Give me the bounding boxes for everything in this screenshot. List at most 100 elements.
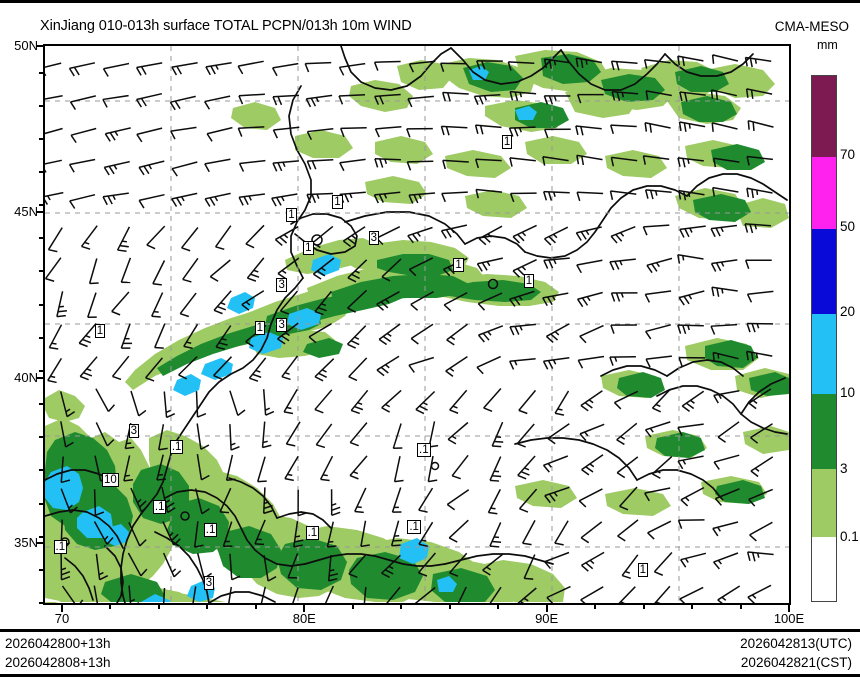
wind-barb [642,155,670,165]
wind-barb [87,292,97,319]
lon-minor-tick [60,605,63,609]
wind-barb [744,259,772,269]
wind-barb [342,226,366,248]
wind-barb [575,57,603,69]
lat-tick-3 [36,542,43,545]
wind-barb [610,124,637,134]
wind-barb [711,54,739,64]
colorbar-tick-50: 50 [840,219,856,235]
wind-barb [93,489,105,516]
wind-barb [289,587,299,603]
wind-barb [616,422,638,446]
wind-barb [60,421,74,448]
lon-minor-tick [739,605,742,609]
wind-barb [152,260,166,286]
contour-label: .1 [53,539,68,554]
wind-barb [225,454,236,481]
lat-minor-tick [39,436,43,439]
wind-barb [440,125,468,136]
wind-barb [271,193,298,207]
wind-barb [746,551,774,562]
contour-label: 10 [102,473,119,488]
wind-barb [390,520,403,547]
wind-barb [747,119,774,131]
wind-barb [508,290,535,307]
wind-barb [321,585,334,603]
wind-barb [204,95,231,110]
wind-barb [262,389,275,416]
wind-barb [448,519,469,543]
wind-barb [744,56,772,68]
wind-barb [491,421,504,448]
wind-barb [581,551,605,572]
wind-barb [407,226,433,244]
wind-barb [238,193,265,206]
wind-barb [476,60,503,70]
wind-barb [241,290,265,311]
wind-barb [554,390,570,416]
wind-barb [509,323,536,336]
wind-barb [319,455,334,482]
footer-valid-utc: 2026042813(UTC) [740,636,852,651]
wind-barb [619,486,638,511]
wind-barb [677,455,704,470]
wind-barb [512,259,537,278]
wind-barb [138,160,165,176]
wind-barb [509,90,537,101]
wind-barb [392,423,403,450]
lon-minor-tick [594,605,597,609]
wind-barb [237,126,265,137]
wind-barb [680,552,707,568]
lat-minor-tick [39,137,43,140]
wind-barb [714,488,740,506]
wind-barb [59,391,76,418]
lat-tick-2 [36,376,43,379]
wind-barb [476,257,503,272]
wind-barb [229,390,246,417]
lon-minor-tick [545,605,548,609]
wind-barb [354,487,367,514]
wind-barb [544,551,570,570]
wind-barb [68,158,96,173]
wind-barb [102,94,129,108]
wind-barb [69,95,96,110]
wind-barb [748,388,772,410]
lat-minor-tick [39,204,43,207]
wind-barb [61,585,84,603]
footer-init-cst: 2026042808+13h [5,655,111,670]
lon-minor-tick [303,605,306,609]
wind-barb [111,291,130,316]
wind-barb [678,189,705,201]
wind-barb [475,158,502,169]
lat-tick-0 [36,45,43,47]
contour-label: 3 [128,423,140,438]
wind-barb [483,388,502,413]
wind-barb [446,489,470,511]
wind-barb [326,521,337,548]
footer-valid-cst: 2026042821(CST) [740,655,852,670]
wind-barb [651,456,673,479]
wind-barb [712,351,739,362]
colorbar-segment-50to70 [812,157,836,229]
colorbar-tick-70: 70 [840,147,856,163]
wind-barb [248,357,267,382]
wind-barb [509,157,536,167]
lat-minor-tick [39,469,43,472]
wind-barb [440,224,468,239]
wind-barb [258,586,267,603]
wind-barb [284,455,299,482]
colorbar-segment-10to20 [812,313,836,394]
wind-barb [60,488,78,514]
wind-barb [577,355,605,369]
lat-minor-tick [39,403,43,406]
wind-barb [219,487,232,514]
wind-barb [205,61,232,76]
wind-barb [360,520,370,548]
contour-label-layer: 1 1 1 3 1 1 3 1 1 3 1 3.1.1 10.1.1.1.1.1 3 1 [45,46,789,603]
wind-barb [645,324,671,340]
wind-barb [713,389,740,404]
wind-barb [610,226,636,244]
wind-barb [151,292,164,318]
bottom-rule [0,629,860,632]
